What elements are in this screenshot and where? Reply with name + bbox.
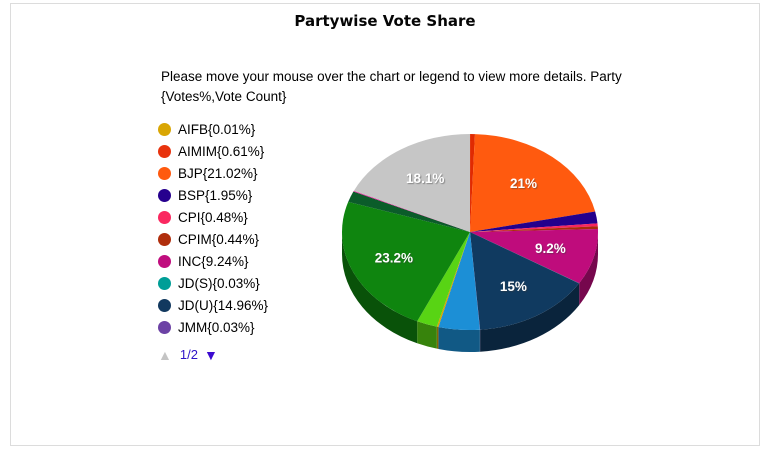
legend-item-label: INC{9.24%} (178, 253, 249, 269)
legend-item-label: CPI{0.48%} (178, 209, 248, 225)
pie-slice-bsp[interactable] (470, 211, 598, 232)
pie-slice-jdu[interactable] (470, 232, 580, 330)
pie-slice-rim (342, 232, 418, 344)
pie-slice-unlabeled-16[interactable] (353, 134, 470, 232)
legend-page-label: 1/2 (179, 347, 198, 362)
pie-slice-rim (436, 326, 439, 349)
legend-item-label: AIMIM{0.61%} (178, 143, 265, 159)
pie-slice-cpi[interactable] (470, 223, 598, 232)
pie-slice-label: 23.2% (375, 250, 413, 265)
pie-slice-label: 9.2% (535, 241, 566, 256)
vote-share-pie-chart[interactable]: 21% 9.2% 15% 23.2% 18.1% (330, 110, 620, 370)
legend-item-label: AIFB{0.01%} (178, 121, 256, 137)
legend-item-jdu[interactable]: JD(U){14.96%} (158, 294, 268, 316)
pie-slice-unlabeled-13[interactable] (342, 201, 470, 322)
legend-item-label: JMM{0.03%} (178, 319, 255, 335)
pie-slice-rim (480, 283, 580, 352)
legend-page-up-icon[interactable]: ▲ (158, 346, 172, 363)
pie-slice-inc[interactable] (470, 228, 598, 284)
legend-item-inc[interactable]: INC{9.24%} (158, 250, 268, 272)
legend-item-bsp[interactable]: BSP{1.95%} (158, 184, 268, 206)
pie-slice-label: 15% (500, 279, 527, 294)
legend-swatch-icon (158, 122, 171, 136)
legend-item-aimim[interactable]: AIMIM{0.61%} (158, 140, 268, 162)
pie-slices (342, 134, 598, 330)
legend-item-cpi[interactable]: CPI{0.48%} (158, 206, 268, 228)
chart-subtitle: Please move your mouse over the chart or… (161, 69, 622, 104)
legend-swatch-icon (158, 232, 171, 246)
legend-swatch-icon (158, 298, 171, 312)
pie-3d-rims (342, 232, 598, 352)
legend-item-label: BJP{21.02%} (178, 165, 258, 181)
legend-swatch-icon (158, 166, 171, 180)
legend-item-jmm[interactable]: JMM{0.03%} (158, 316, 268, 338)
legend-page-down-icon[interactable]: ▼ (203, 346, 218, 363)
legend-pagination: ▲ 1/2 ▼ (158, 347, 218, 362)
legend-swatch-icon (158, 210, 171, 224)
pie-slice-unlabeled-11[interactable] (436, 232, 470, 327)
legend-swatch-icon (158, 144, 171, 158)
pie-slice-jds[interactable] (470, 232, 580, 284)
legend-item-jds[interactable]: JD(S){0.03%} (158, 272, 268, 294)
legend-swatch-icon (158, 254, 171, 268)
pie-slice-rim (417, 321, 437, 349)
legend-swatch-icon (158, 188, 171, 202)
pie-slice-bjp[interactable] (470, 134, 596, 232)
legend-item-label: JD(U){14.96%} (178, 297, 269, 313)
pie-slice-unlabeled-14[interactable] (348, 191, 470, 232)
pie-slice-rim (438, 326, 480, 352)
legend: AIFB{0.01%} AIMIM{0.61%} BJP{21.02%} BSP{1.… (158, 118, 268, 338)
legend-item-label: JD(S){0.03%} (178, 275, 260, 291)
pie-slice-cpim[interactable] (470, 226, 598, 232)
legend-item-aifb[interactable]: AIFB{0.01%} (158, 118, 268, 140)
pie-slice-label: 18.1% (406, 171, 444, 186)
pie-chart-area: 21% 9.2% 15% 23.2% 18.1% (330, 110, 620, 370)
legend-item-label: CPIM{0.44%} (178, 231, 260, 247)
pie-slice-unlabeled-15[interactable] (353, 190, 470, 232)
pie-slice-labels: 21% 9.2% 15% 23.2% 18.1% (375, 171, 566, 294)
pie-slice-rim (579, 232, 598, 306)
legend-swatch-icon (158, 320, 171, 334)
pie-slice-label: 21% (510, 176, 537, 191)
legend-swatch-icon (158, 276, 171, 290)
legend-item-cpim[interactable]: CPIM{0.44%} (158, 228, 268, 250)
pie-slice-unlabeled-10[interactable] (438, 232, 480, 330)
chart-title: Partywise Vote Share (294, 12, 476, 30)
pie-slice-aimim[interactable] (470, 134, 475, 232)
pie-slice-jmm[interactable] (470, 232, 481, 330)
legend-item-bjp[interactable]: BJP{21.02%} (158, 162, 268, 184)
legend-item-label: BSP{1.95%} (178, 187, 253, 203)
pie-slice-unlabeled-12[interactable] (417, 232, 470, 327)
